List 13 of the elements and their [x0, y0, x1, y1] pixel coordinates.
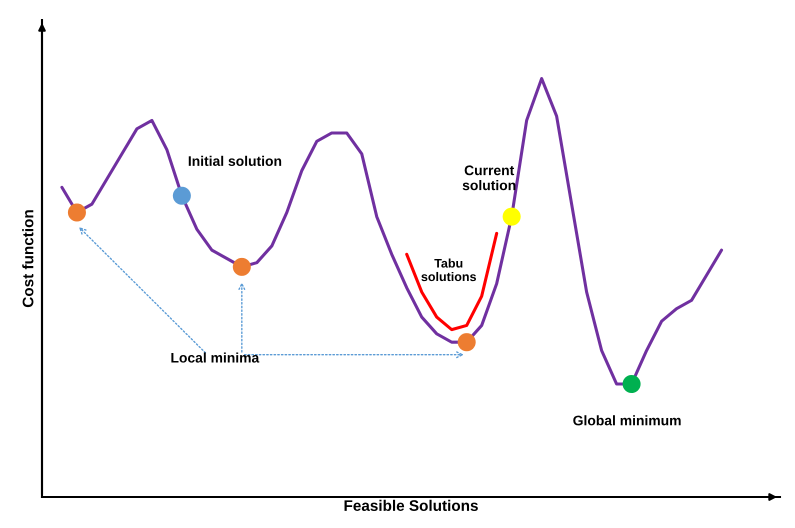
y-axis-title: Cost function [22, 210, 34, 308]
point [68, 203, 86, 222]
point [622, 375, 641, 394]
text: Local minima [171, 352, 260, 363]
series-label: Current solution [462, 165, 516, 190]
point [458, 333, 476, 352]
point [232, 258, 251, 276]
x-axis-title: Feasible Solutions [344, 500, 478, 511]
series-label: Tabu solutions [421, 258, 476, 282]
point [502, 208, 521, 226]
series-label: Initial solution [188, 156, 282, 166]
series-label: Global minimum [573, 415, 681, 426]
point [172, 186, 191, 205]
